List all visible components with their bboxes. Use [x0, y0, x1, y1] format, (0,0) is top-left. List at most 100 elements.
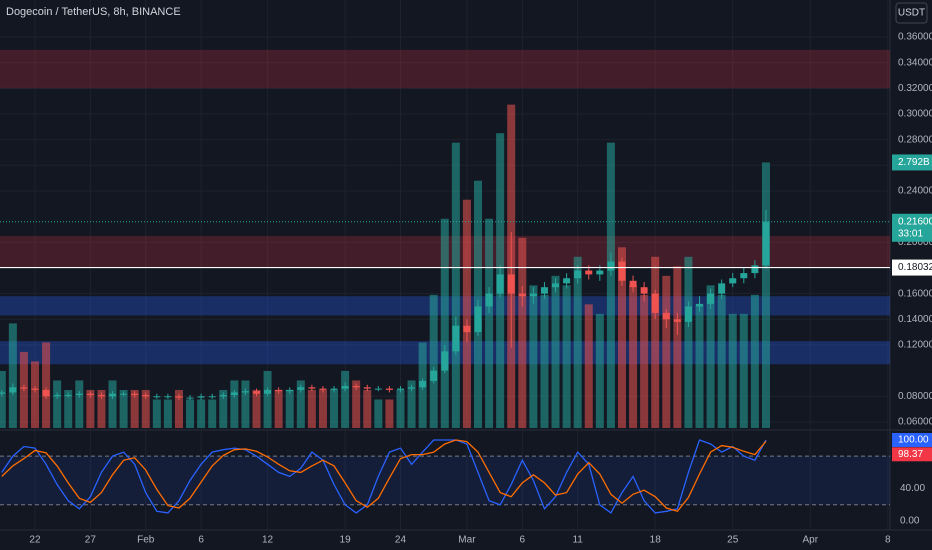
volume-bar — [152, 399, 161, 428]
candle-body — [86, 393, 94, 396]
volume-bar — [750, 294, 759, 428]
volume-bar — [662, 275, 671, 428]
candle-body — [574, 270, 582, 279]
countdown: 33:01 — [898, 228, 923, 239]
candle-body — [264, 389, 272, 394]
candle-body — [241, 391, 249, 393]
currency-button-label[interactable]: USDT — [898, 8, 925, 19]
candle-body — [563, 278, 571, 284]
candle-body — [552, 283, 560, 288]
volume-bar — [617, 247, 626, 428]
stoch-line — [1, 439, 767, 514]
volume-bar — [629, 285, 638, 428]
level-badge — [892, 259, 932, 276]
y-tick-label: 0.14000 — [898, 314, 932, 325]
candle-body — [64, 395, 72, 397]
candle-body — [396, 388, 404, 390]
volume-bar — [0, 370, 6, 428]
candle-body — [297, 387, 305, 390]
candle-body — [707, 293, 715, 304]
candle-body — [474, 306, 482, 333]
y-tick-label: 0.30000 — [898, 109, 932, 120]
candle-body — [385, 388, 393, 390]
volume-bar — [86, 389, 95, 428]
candle-body — [153, 396, 161, 398]
candle-body — [718, 283, 726, 294]
volume-bar — [396, 389, 405, 428]
volume-bar — [706, 285, 715, 428]
volume-bar — [573, 256, 582, 428]
y-tick-label: 0.06000 — [898, 417, 932, 428]
volume-bar — [606, 142, 615, 428]
volume-bar — [595, 313, 604, 428]
volume-bar — [8, 323, 17, 428]
volume-bar — [130, 389, 139, 428]
volume-bar — [451, 142, 460, 428]
y-tick-label: 0.32000 — [898, 83, 932, 94]
volume-bar — [230, 380, 239, 428]
candle-body — [463, 325, 471, 333]
candle-body — [319, 388, 327, 390]
volume-bar — [363, 389, 372, 428]
candle-body — [75, 393, 83, 396]
stoch-badge — [892, 432, 932, 447]
x-tick-label: Mar — [458, 535, 476, 546]
y-tick-label: 0.12000 — [898, 340, 932, 351]
volume-bar — [717, 294, 726, 428]
candle-body — [529, 293, 537, 297]
candle-body — [585, 270, 593, 275]
volume-bar — [274, 389, 283, 428]
x-tick-label: 25 — [727, 535, 739, 546]
candle-body — [408, 387, 416, 389]
volume-bar — [97, 389, 106, 428]
volume-bar — [485, 218, 494, 428]
candle-body — [607, 261, 615, 271]
y-tick-label: 0.24000 — [898, 186, 932, 197]
y-tick-label: 0.28000 — [898, 134, 932, 145]
volume-bar — [540, 294, 549, 428]
candle-body — [53, 395, 61, 397]
candle-body — [0, 392, 6, 394]
candle-body — [219, 395, 227, 397]
volume-bar — [263, 370, 272, 428]
volume-bar — [330, 389, 339, 428]
plot — [0, 0, 890, 530]
candle-body — [496, 274, 504, 294]
currency-button[interactable] — [895, 2, 928, 24]
volume-bar — [318, 389, 327, 428]
volume-bar — [53, 380, 62, 428]
volume-bar — [163, 399, 172, 428]
volume-bar — [174, 389, 183, 428]
candle-body — [629, 280, 637, 288]
volume-bar — [285, 389, 294, 428]
x-tick-label: 24 — [395, 535, 407, 546]
volume-bar — [30, 361, 39, 428]
candle-body — [729, 278, 737, 284]
candle-body — [419, 380, 427, 388]
volume-bar — [429, 294, 438, 428]
candle-body — [452, 325, 460, 352]
candle-body — [208, 396, 216, 398]
volume-bar — [761, 162, 770, 429]
volume-bar — [141, 389, 150, 428]
candle-body — [9, 387, 17, 393]
x-tick-label: 27 — [85, 535, 97, 546]
last-price-badge — [892, 213, 932, 242]
chart-title: Dogecoin / TetherUS, 8h, BINANCE — [6, 6, 181, 18]
candle-body — [485, 293, 493, 307]
y-tick-label: 0.20000 — [898, 237, 932, 248]
candle-body — [142, 395, 150, 397]
candle-body — [197, 396, 205, 398]
candle-body — [253, 391, 261, 394]
candle-body — [751, 265, 759, 274]
stoch-line — [1, 439, 767, 513]
volume-bar — [407, 380, 416, 428]
volume-bar — [529, 285, 538, 428]
candle-body — [762, 221, 770, 266]
volume-bar — [241, 380, 250, 428]
x-tick-label: 22 — [29, 535, 41, 546]
candle-body — [131, 393, 139, 396]
volume-bar — [341, 370, 350, 428]
volume-bar — [640, 294, 649, 428]
